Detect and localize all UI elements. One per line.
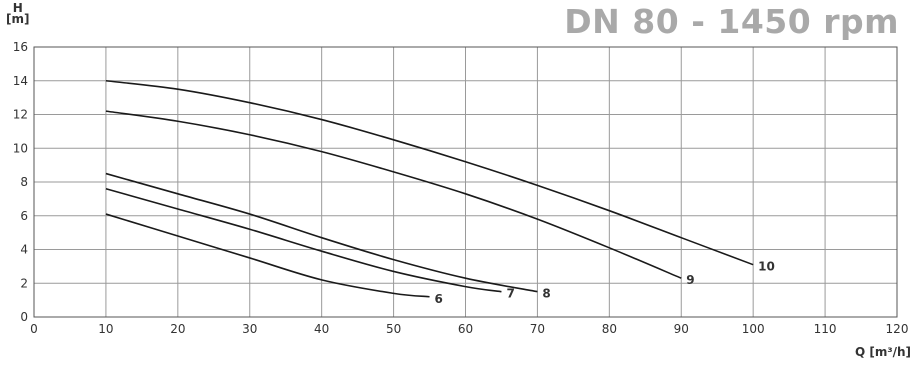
- x-tick-label: 0: [30, 322, 38, 336]
- x-tick-label: 100: [742, 322, 765, 336]
- curve-label-9: 9: [686, 273, 694, 287]
- curve-10: [105, 79, 754, 266]
- y-tick-label: 6: [20, 209, 28, 223]
- curve-6: [105, 213, 430, 298]
- y-axis-label: H [m]: [6, 1, 30, 26]
- y-tick-label: 14: [13, 74, 28, 88]
- curve-label-10: 10: [758, 260, 775, 274]
- x-tick-label: 30: [242, 322, 257, 336]
- y-axis-label-symbol: H: [12, 1, 23, 15]
- chart-title: DN 80 - 1450 rpm: [564, 2, 899, 41]
- curves: [105, 79, 754, 298]
- curve-labels: 6 7 8 9 10: [435, 260, 775, 306]
- axes: [33, 46, 898, 318]
- y-tick-label: 4: [20, 243, 28, 257]
- curve-label-8: 8: [542, 287, 550, 301]
- curve-label-6: 6: [435, 292, 443, 306]
- x-axis-label: Q [m³/h]: [854, 345, 911, 359]
- y-axis-label-unit: [m]: [6, 12, 30, 26]
- x-tick-label: 90: [674, 322, 689, 336]
- x-tick-label: 10: [98, 322, 113, 336]
- x-tick-label: 40: [314, 322, 329, 336]
- y-tick-label: 2: [20, 276, 28, 290]
- curve-9: [105, 110, 682, 279]
- plot-frame: [33, 46, 898, 318]
- x-tick-label: 50: [386, 322, 401, 336]
- x-tick-label: 110: [814, 322, 837, 336]
- y-tick-label: 8: [20, 175, 28, 189]
- y-tick-label: 16: [13, 40, 28, 54]
- y-tick-label: 10: [13, 141, 28, 155]
- y-tick-label: 0: [20, 310, 28, 324]
- curve-7: [105, 187, 502, 293]
- curve-label-7: 7: [506, 287, 514, 301]
- y-tick-label: 12: [13, 108, 28, 122]
- x-tick-label: 80: [602, 322, 617, 336]
- x-tick-label: 20: [170, 322, 185, 336]
- curve-8: [105, 172, 538, 293]
- tick-labels: 0 10 20 30 40 50 60 70 80 90 100 110 120 0 2 4 6 8 10 12 14 1…: [13, 40, 909, 336]
- x-tick-label: 70: [530, 322, 545, 336]
- x-tick-label: 120: [886, 322, 909, 336]
- x-tick-label: 60: [458, 322, 473, 336]
